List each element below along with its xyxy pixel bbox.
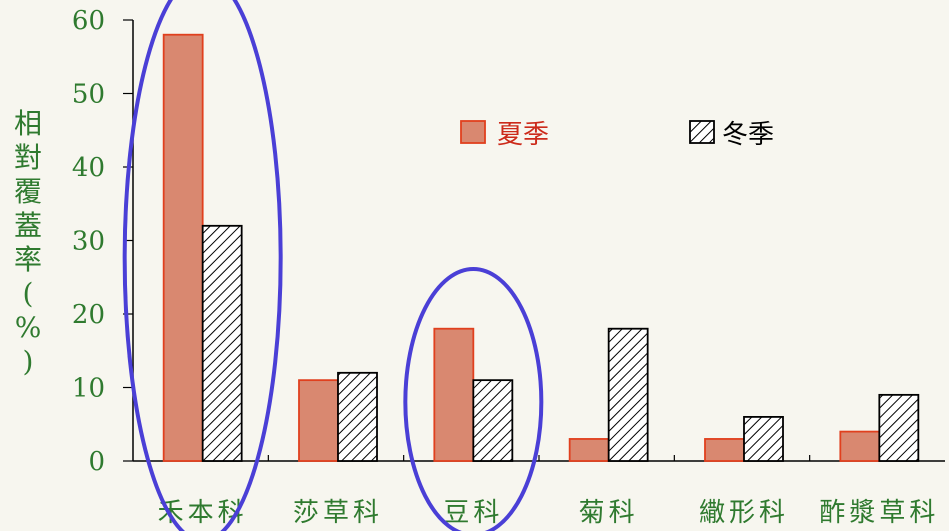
category-label: 繖形科 [699,498,789,528]
bar-summer-4 [704,438,745,462]
bar-winter-1 [337,371,378,462]
legend-label-winter: 冬季 [722,120,774,150]
bar-summer-5 [839,430,881,462]
legend-swatch-winter [689,120,715,144]
y-tick-label: 50 [72,80,105,110]
y-tick-label: 0 [88,447,105,477]
bar-winter-2 [472,379,514,462]
bar-winter-5 [878,393,920,462]
y-axis-title-char: 蓋 [14,209,42,242]
y-ticks: 0 10 20 30 40 50 60 [72,6,133,477]
bar-winter-4 [743,415,784,462]
annotations [122,0,544,531]
annotation-ellipse-1 [403,267,544,531]
legend: 夏季 冬季 [460,120,774,150]
y-tick-label: 40 [72,153,105,183]
category-label: 菊科 [579,498,639,528]
bar-summer-2 [433,327,475,462]
y-axis-title-char: 覆 [14,175,42,208]
category-label: 禾本科 [158,498,248,528]
category-label: 豆科 [443,498,503,528]
bar-summer-0 [162,33,204,462]
annotation-ellipse-0 [122,0,283,531]
category-label: 酢漿草科 [819,498,939,528]
bar-summer-3 [568,438,610,462]
bar-winter-0 [201,224,243,462]
y-axis-title-char: 相 [14,107,42,140]
legend-label-summer: 夏季 [497,120,549,150]
bars [162,33,920,462]
y-tick-label: 20 [72,300,105,330]
bar-winter-3 [607,327,649,462]
y-tick-label: 30 [72,227,105,257]
y-axis-title: 相對覆蓋率(%) [14,107,42,378]
y-axis-title-char: 對 [14,141,42,174]
y-tick-label: 60 [72,6,105,36]
category-labels: 禾本科 莎草科 豆科 菊科 繖形科 酢漿草科 [158,498,939,528]
y-tick-label: 10 [72,374,105,404]
axes [132,20,945,462]
bar-summer-1 [298,379,339,462]
y-axis-label: 相對覆蓋率(%) [14,107,42,378]
y-axis-title-char: ) [23,345,34,378]
legend-swatch-summer [460,120,486,144]
y-axis-title-char: % [15,311,42,344]
category-label: 莎草科 [293,498,383,528]
y-axis-title-char: 率 [14,243,42,276]
y-axis-title-char: ( [23,277,34,310]
